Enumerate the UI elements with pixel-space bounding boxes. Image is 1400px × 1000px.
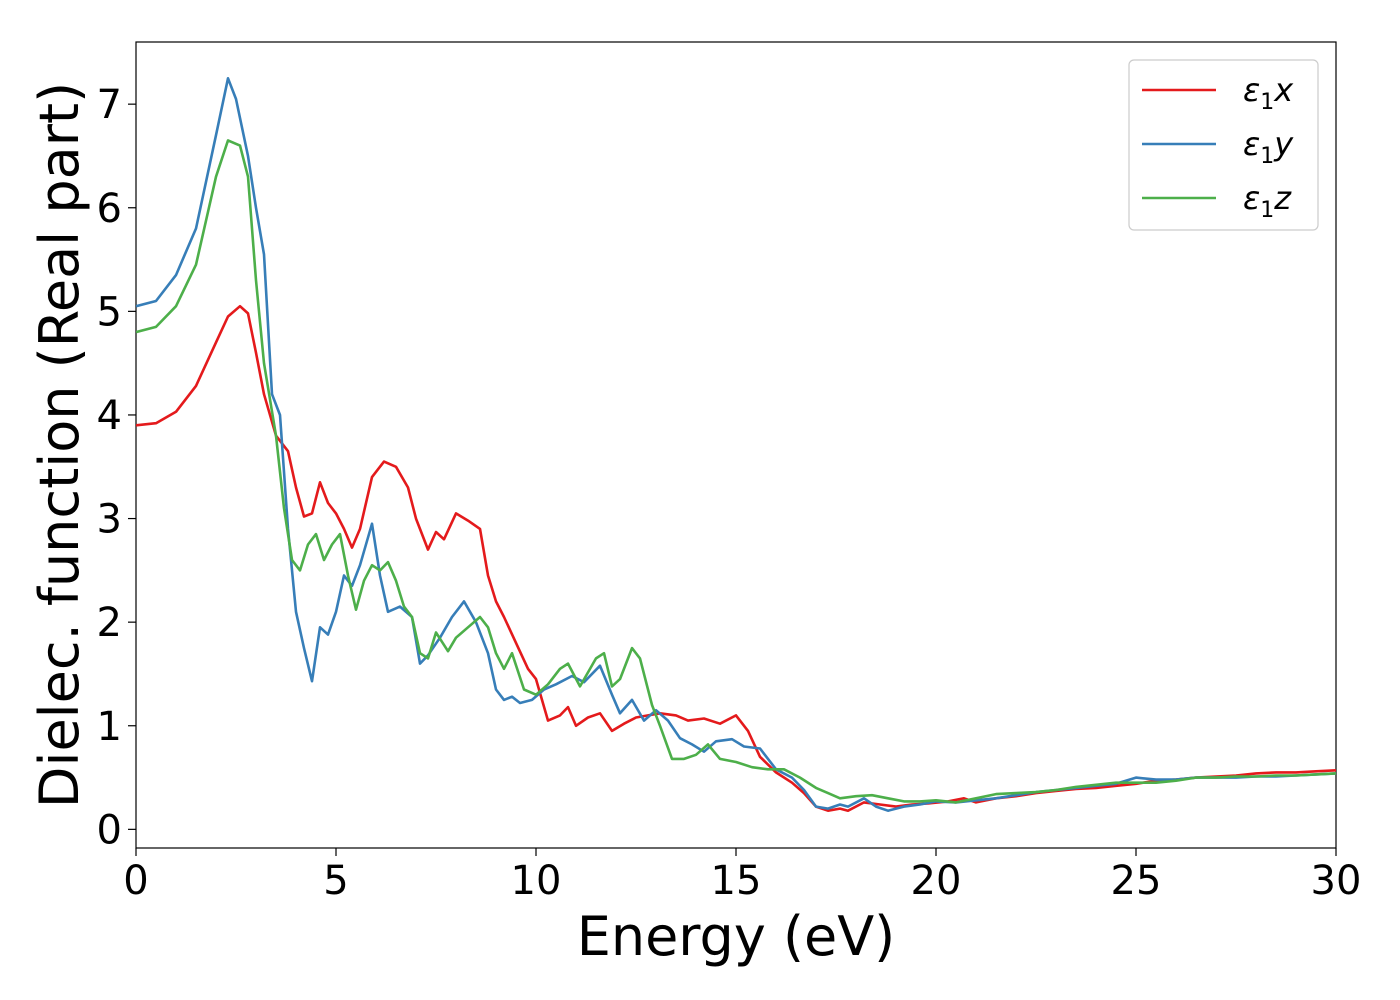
y-tick-label: 7 bbox=[97, 82, 122, 128]
x-tick-label: 20 bbox=[911, 858, 962, 904]
series-line-x bbox=[136, 304, 1336, 812]
x-axis: 0 5 10 15 20 25 30 bbox=[123, 848, 1361, 904]
x-tick-label: 10 bbox=[511, 858, 562, 904]
x-tick-label: 15 bbox=[711, 858, 762, 904]
series-line-z bbox=[136, 139, 1336, 804]
legend: ε1x ε1y ε1z bbox=[1128, 59, 1319, 231]
y-axis: 0 1 2 3 4 5 6 7 bbox=[97, 82, 136, 853]
legend-box bbox=[1128, 59, 1319, 231]
y-tick-label: 6 bbox=[97, 186, 122, 232]
x-tick-label: 30 bbox=[1311, 858, 1362, 904]
x-axis-title: Energy (eV) bbox=[577, 905, 896, 968]
legend-label-x: ε1x bbox=[1243, 71, 1294, 115]
legend-label-z: ε1z bbox=[1243, 179, 1292, 223]
legend-label-y: ε1y bbox=[1243, 125, 1294, 169]
y-tick-label: 0 bbox=[97, 807, 122, 853]
y-tick-label: 4 bbox=[97, 393, 122, 439]
x-tick-label: 5 bbox=[323, 858, 348, 904]
y-tick-label: 3 bbox=[97, 497, 122, 543]
x-tick-label: 25 bbox=[1111, 858, 1162, 904]
series-layer bbox=[136, 77, 1336, 812]
y-tick-label: 2 bbox=[97, 600, 122, 646]
y-tick-label: 5 bbox=[97, 289, 122, 335]
y-tick-label: 1 bbox=[97, 704, 122, 750]
x-tick-label: 0 bbox=[123, 858, 148, 904]
y-axis-title: Dielec. function (Real part) bbox=[28, 82, 91, 808]
